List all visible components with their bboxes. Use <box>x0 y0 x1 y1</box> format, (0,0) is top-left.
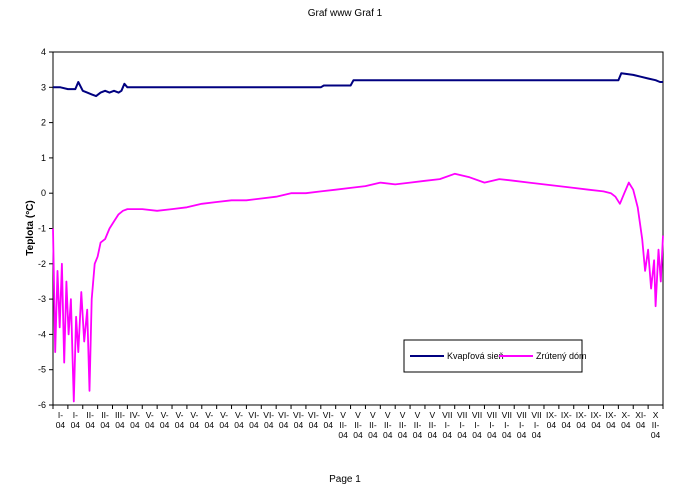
legend-label-zruteny-dom: Zrútený dóm <box>536 351 587 361</box>
y-tick-label: -2 <box>38 259 46 269</box>
series-line-zruteny-dom <box>52 172 664 403</box>
x-tick-label: III-04 <box>115 410 125 430</box>
series-layer <box>52 72 664 403</box>
x-tick-label: I-04 <box>56 410 66 430</box>
x-tick-label: V-04 <box>145 410 155 430</box>
x-tick-label: IX-04 <box>591 410 602 430</box>
page-footer: Page 1 <box>329 474 361 485</box>
x-tick-label: IV-04 <box>130 410 141 430</box>
x-tick-label: X-04 <box>621 410 631 430</box>
x-tick-label: VI-04 <box>308 410 319 430</box>
x-tick-label: II-04 <box>85 410 95 430</box>
x-tick-label: VII I-04 <box>487 410 497 440</box>
x-tick-label: VI-04 <box>323 410 334 430</box>
x-tick-label: IX-04 <box>605 410 616 430</box>
x-tick-label: V II-04 <box>368 410 378 440</box>
x-axis: I-04 I-04 II-04 II-04 III-04 IV-04 V-04 V-04 V-0… <box>52 405 664 440</box>
x-tick-label: VI-04 <box>263 410 274 430</box>
x-tick-label: XI-04 <box>635 410 646 430</box>
y-tick-label: -6 <box>38 400 46 410</box>
x-tick-label: V-04 <box>190 410 200 430</box>
x-tick-label: IX-04 <box>561 410 572 430</box>
x-tick-label: X II-04 <box>651 410 661 440</box>
y-axis-label: Teplota (°C) <box>25 200 36 255</box>
y-tick-label: -3 <box>38 294 46 304</box>
x-tick-label: VI-04 <box>278 410 289 430</box>
x-tick-label: V-04 <box>234 410 244 430</box>
x-tick-label: V-04 <box>160 410 170 430</box>
x-tick-label: VII I-04 <box>516 410 526 440</box>
x-tick-label: II-04 <box>100 410 110 430</box>
legend-label-kvapl-sien: Kvapľová sieň <box>447 351 504 361</box>
y-tick-label: -5 <box>38 365 46 375</box>
x-tick-label: V-04 <box>219 410 229 430</box>
x-tick-label: V II-04 <box>353 410 363 440</box>
y-tick-label: 2 <box>41 118 46 128</box>
y-tick-label: 0 <box>41 188 46 198</box>
x-tick-label: VII I-04 <box>442 410 452 440</box>
y-tick-label: -4 <box>38 329 46 339</box>
x-tick-label: IX-04 <box>576 410 587 430</box>
x-tick-label: V II-04 <box>338 410 348 440</box>
x-tick-label: V-04 <box>175 410 185 430</box>
y-axis: 4 3 2 1 0 -1 -2 -3 -4 -5 -6 <box>38 47 53 410</box>
x-tick-label: V II-04 <box>413 410 423 440</box>
x-tick-label: IX-04 <box>546 410 557 430</box>
x-tick-label: VI-04 <box>293 410 304 430</box>
x-tick-label: V II-04 <box>428 410 438 440</box>
x-tick-label: VI-04 <box>248 410 259 430</box>
x-tick-label: V-04 <box>204 410 214 430</box>
x-tick-label: VII I-04 <box>531 410 541 440</box>
x-tick-label: VII I-04 <box>502 410 512 440</box>
x-tick-label: VII I-04 <box>457 410 467 440</box>
x-tick-label: V II-04 <box>383 410 393 440</box>
y-tick-label: 4 <box>41 47 46 57</box>
x-tick-label: V II-04 <box>398 410 408 440</box>
y-tick-label: -1 <box>38 224 46 234</box>
series-line-kvapl-sien <box>53 72 663 98</box>
legend: Kvapľová sieň Zrútený dóm <box>403 339 587 373</box>
y-tick-label: 3 <box>41 82 46 92</box>
y-tick-label: 1 <box>41 153 46 163</box>
x-tick-label: I-04 <box>71 410 81 430</box>
chart-title: Graf www Graf 1 <box>307 8 383 19</box>
x-tick-label: VII I-04 <box>472 410 482 440</box>
